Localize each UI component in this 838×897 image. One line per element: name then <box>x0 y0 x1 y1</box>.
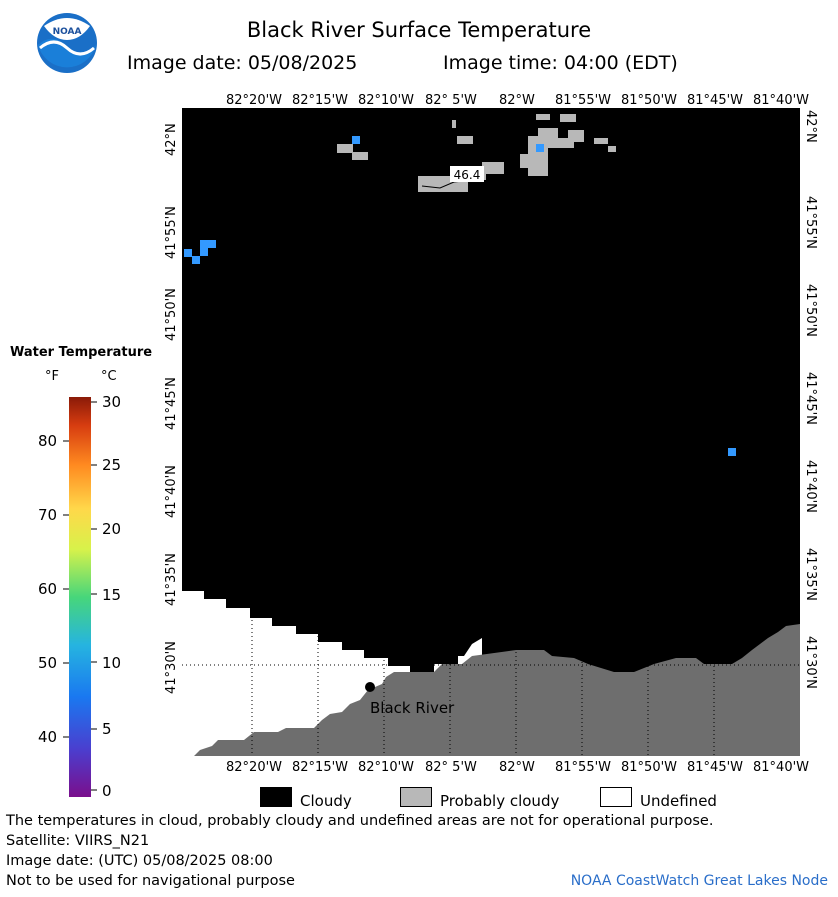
legend-c-tick: 10 <box>102 654 122 672</box>
lon-tick: 81°40'W <box>753 760 810 775</box>
lon-tick: 81°55'W <box>555 93 612 108</box>
satellite-text: Satellite: VIIRS_N21 <box>6 833 150 849</box>
lon-tick: 81°45'W <box>687 93 744 108</box>
color-scale-bar <box>63 397 97 797</box>
credit-link[interactable]: NOAA CoastWatch Great Lakes Node <box>570 873 828 889</box>
lon-tick: 82° 5'W <box>425 760 477 775</box>
legend-unit-c: °C <box>101 369 117 384</box>
legend-c-tick: 30 <box>102 393 122 411</box>
lon-tick: 82°15'W <box>292 93 349 108</box>
disclaimer-text: The temperatures in cloud, probably clou… <box>6 813 714 829</box>
lon-tick: 81°45'W <box>687 760 744 775</box>
legend-title: Water Temperature <box>10 345 153 360</box>
lon-tick: 82°20'W <box>226 93 283 108</box>
key-label-cloudy: Cloudy <box>300 792 352 810</box>
contour-label-box <box>450 166 484 182</box>
lat-tick: 41°45'N <box>164 377 179 430</box>
legend-c-tick: 15 <box>102 586 122 604</box>
utc-date-text: Image date: (UTC) 05/08/2025 08:00 <box>6 853 273 869</box>
lat-tick: 41°30'N <box>803 636 818 689</box>
lon-tick: 81°50'W <box>621 93 678 108</box>
legend-f-tick: 40 <box>38 728 58 746</box>
lat-tick: 41°40'N <box>164 465 179 518</box>
lat-tick: 41°30'N <box>164 641 179 694</box>
lat-tick: 41°50'N <box>803 284 818 337</box>
legend-c-tick: 0 <box>102 782 112 800</box>
noaa-logo-icon: NOAA <box>37 13 97 73</box>
legend-f-tick: 60 <box>38 580 58 598</box>
lat-tick: 41°35'N <box>164 553 179 606</box>
lon-tick: 81°40'W <box>753 93 810 108</box>
image-date: Image date: 05/08/2025 <box>127 52 358 74</box>
lat-tick: 42°N <box>803 110 818 143</box>
graticule <box>182 608 800 756</box>
lat-tick: 41°55'N <box>164 206 179 259</box>
land-area <box>182 624 800 756</box>
legend-f-tick: 70 <box>38 506 58 524</box>
lon-tick: 82°20'W <box>226 760 283 775</box>
lon-tick: 82°10'W <box>358 93 415 108</box>
lon-tick: 82°W <box>499 93 535 108</box>
lon-tick: 82° 5'W <box>425 93 477 108</box>
lon-tick: 81°55'W <box>555 760 612 775</box>
place-label: Black River <box>370 699 455 717</box>
lat-tick: 41°40'N <box>803 460 818 513</box>
key-label-undefined: Undefined <box>640 792 717 810</box>
black-river-marker <box>365 682 375 692</box>
key-swatch-probably-cloudy <box>400 787 432 807</box>
noaa-logo-text: NOAA <box>53 27 82 37</box>
legend-c-tick: 20 <box>102 520 122 538</box>
map-title: Black River Surface Temperature <box>246 18 592 42</box>
lat-tick: 41°45'N <box>803 372 818 425</box>
legend-f-tick: 50 <box>38 654 58 672</box>
key-swatch-undefined <box>600 787 632 807</box>
lon-tick: 82°10'W <box>358 760 415 775</box>
image-time: Image time: 04:00 (EDT) <box>443 52 678 74</box>
lon-tick: 82°W <box>499 760 535 775</box>
temperature-map: 46.4 Black River <box>182 108 800 756</box>
key-label-probably-cloudy: Probably cloudy <box>440 792 560 810</box>
lon-tick: 82°15'W <box>292 760 349 775</box>
legend-f-tick: 80 <box>38 432 58 450</box>
legend-c-tick: 25 <box>102 456 122 474</box>
lat-tick: 41°50'N <box>164 288 179 341</box>
key-swatch-cloudy <box>260 787 292 807</box>
legend-unit-f: °F <box>45 369 59 384</box>
contour-label: 46.4 <box>454 168 481 182</box>
lat-tick: 41°55'N <box>803 196 818 249</box>
legend-c-tick: 5 <box>102 720 112 738</box>
nav-warning-text: Not to be used for navigational purpose <box>6 873 295 889</box>
lat-tick: 42°N <box>164 123 179 156</box>
water-pixels <box>184 136 736 456</box>
lon-tick: 81°50'W <box>621 760 678 775</box>
lat-tick: 41°35'N <box>803 548 818 601</box>
